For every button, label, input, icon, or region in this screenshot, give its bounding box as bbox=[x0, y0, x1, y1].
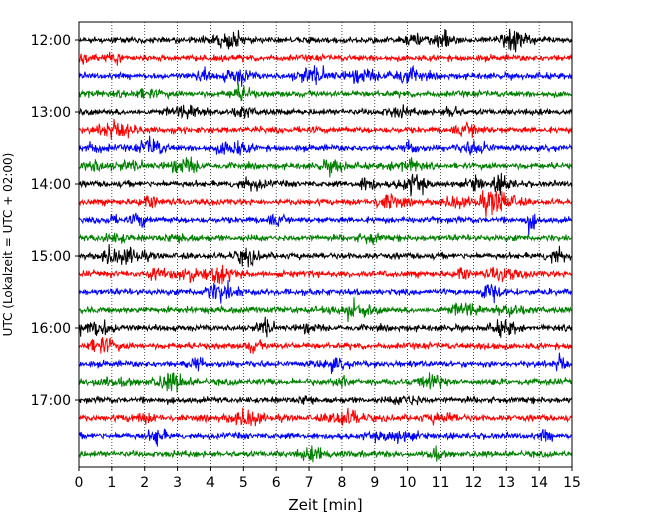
x-tick-label-5: 5 bbox=[239, 475, 248, 491]
trace-1230 bbox=[79, 64, 572, 87]
y-tick-label-1300: 13:00 bbox=[31, 105, 71, 121]
trace-1430 bbox=[79, 212, 572, 236]
ticks-layer: 0 1 2 3 4 5 6 7 8 9 10 11 12 13 14 1512:0013:0014:0015:… bbox=[31, 33, 581, 491]
y-axis-label: UTC (Lokalzeit = UTC + 02:00) bbox=[1, 153, 15, 337]
x-tick-label-4: 4 bbox=[206, 475, 215, 491]
x-tick-label-7: 7 bbox=[305, 475, 314, 491]
x-tick-label-0: 0 bbox=[75, 475, 84, 491]
x-tick-label-12: 12 bbox=[464, 475, 482, 491]
trace-1515 bbox=[79, 264, 572, 285]
x-tick-label-11: 11 bbox=[432, 475, 450, 491]
x-tick-label-14: 14 bbox=[530, 475, 548, 491]
trace-1330 bbox=[79, 135, 572, 157]
trace-1530 bbox=[79, 280, 572, 304]
y-tick-label-1400: 14:00 bbox=[31, 177, 71, 193]
trace-1300 bbox=[79, 104, 572, 120]
x-tick-label-13: 13 bbox=[497, 475, 515, 491]
traces-layer bbox=[79, 28, 572, 463]
x-tick-label-2: 2 bbox=[140, 475, 149, 491]
trace-1645 bbox=[79, 372, 572, 393]
trace-1200 bbox=[79, 28, 572, 53]
trace-1545 bbox=[79, 297, 572, 323]
trace-1745 bbox=[79, 445, 572, 463]
trace-1400 bbox=[79, 172, 572, 197]
y-tick-label-1600: 16:00 bbox=[31, 321, 71, 337]
trace-1715 bbox=[79, 407, 572, 427]
y-tick-label-1700: 17:00 bbox=[31, 393, 71, 409]
x-tick-label-3: 3 bbox=[173, 475, 182, 491]
grid-layer bbox=[111, 22, 540, 467]
trace-1245 bbox=[79, 83, 572, 102]
x-tick-label-10: 10 bbox=[399, 475, 417, 491]
trace-1615 bbox=[79, 337, 572, 354]
plot-frame bbox=[78, 21, 573, 468]
trace-1345 bbox=[79, 156, 572, 178]
trace-1700 bbox=[79, 395, 572, 406]
trace-1315 bbox=[79, 118, 572, 140]
trace-1730 bbox=[79, 428, 572, 447]
trace-1415 bbox=[79, 190, 572, 217]
x-tick-label-1: 1 bbox=[107, 475, 116, 491]
y-tick-label-1200: 12:00 bbox=[31, 33, 71, 49]
trace-1600 bbox=[79, 316, 572, 338]
x-tick-label-9: 9 bbox=[370, 475, 379, 491]
x-tick-label-6: 6 bbox=[272, 475, 281, 491]
trace-1215 bbox=[79, 51, 572, 66]
trace-1630 bbox=[79, 352, 572, 374]
x-tick-label-15: 15 bbox=[563, 475, 581, 491]
trace-1445 bbox=[79, 232, 572, 246]
x-axis-label: Zeit [min] bbox=[288, 496, 362, 514]
x-tick-label-8: 8 bbox=[337, 475, 346, 491]
y-tick-label-1500: 15:00 bbox=[31, 249, 71, 265]
trace-1500 bbox=[79, 244, 572, 268]
